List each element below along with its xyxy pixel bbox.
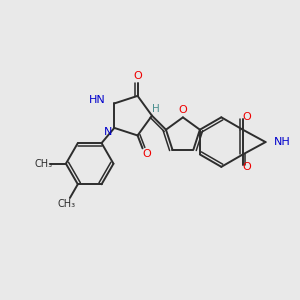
Text: NH: NH [274,137,290,147]
Text: H: H [152,104,160,114]
Text: O: O [178,105,187,116]
Text: N: N [104,127,112,137]
Text: CH₃: CH₃ [57,199,76,209]
Text: HN: HN [88,95,105,106]
Text: CH₃: CH₃ [34,159,52,169]
Text: O: O [142,149,151,159]
Text: O: O [242,112,251,122]
Text: O: O [133,71,142,81]
Text: O: O [242,162,251,172]
